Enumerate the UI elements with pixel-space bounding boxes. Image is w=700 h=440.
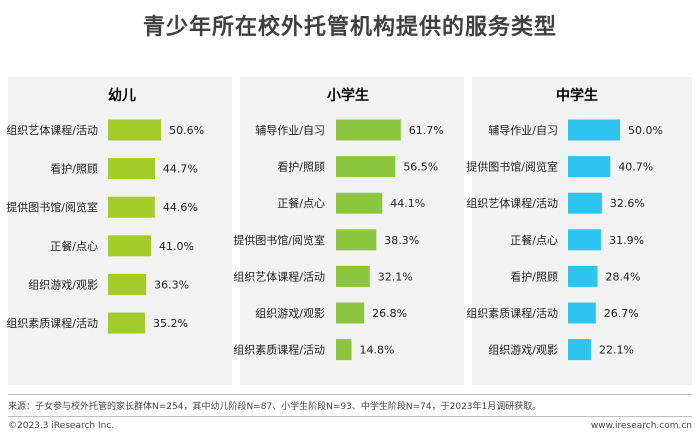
source-note: 来源：子女参与校外托管的家长群体N=254，其中幼儿阶段N=87、小学生阶段N=… (8, 402, 542, 412)
category-label-primary-0: 辅导作业/自习 (255, 123, 325, 137)
category-label-kindergarten-5: 组织素质课程/活动 (6, 316, 98, 330)
category-label-primary-5: 组织游戏/观影 (255, 306, 325, 320)
value-label-middle-0: 50.0% (628, 124, 663, 137)
category-label-kindergarten-3: 正餐/点心 (50, 239, 98, 253)
category-label-kindergarten-2: 提供图书馆/阅览室 (6, 200, 98, 214)
value-label-primary-5: 26.8% (372, 307, 407, 320)
value-label-kindergarten-1: 44.7% (163, 163, 198, 176)
value-label-middle-6: 22.1% (599, 344, 634, 357)
value-label-middle-1: 40.7% (618, 161, 653, 174)
footer-divider-top (8, 394, 692, 395)
bar-kindergarten-4 (108, 273, 147, 295)
category-label-primary-4: 组织艺体课程/活动 (233, 269, 325, 283)
value-label-middle-4: 28.4% (606, 270, 641, 283)
page-title: 青少年所在校外托管机构提供的服务类型 (142, 15, 557, 40)
category-label-middle-4: 看护/照顾 (510, 269, 558, 283)
value-label-kindergarten-5: 35.2% (153, 317, 188, 330)
bar-primary-0 (336, 119, 401, 141)
bar-middle-2 (568, 192, 602, 214)
bar-middle-6 (568, 339, 591, 361)
value-label-primary-0: 61.7% (409, 124, 444, 137)
category-label-middle-0: 辅导作业/自习 (488, 123, 558, 137)
bar-primary-1 (336, 156, 396, 178)
bar-primary-5 (336, 302, 365, 324)
value-label-kindergarten-2: 44.6% (163, 201, 198, 214)
copyright: ©2023.3 iResearch Inc. (8, 421, 115, 431)
value-label-middle-3: 31.9% (609, 234, 644, 247)
value-label-kindergarten-4: 36.3% (154, 278, 189, 291)
category-label-primary-3: 提供图书馆/阅览室 (233, 233, 325, 247)
category-label-kindergarten-4: 组织游戏/观影 (28, 277, 98, 291)
value-label-middle-5: 26.7% (604, 307, 639, 320)
category-label-middle-6: 组织游戏/观影 (488, 343, 558, 357)
bar-middle-0 (568, 119, 620, 141)
category-label-middle-2: 组织艺体课程/活动 (466, 196, 558, 210)
value-label-primary-1: 56.5% (403, 161, 438, 174)
bar-middle-1 (568, 156, 611, 178)
website: www.iresearch.com.cn (590, 421, 692, 431)
value-label-middle-2: 32.6% (610, 197, 645, 210)
category-label-kindergarten-0: 组织艺体课程/活动 (6, 123, 98, 137)
value-label-primary-3: 38.3% (384, 234, 419, 247)
value-label-primary-2: 44.1% (390, 197, 425, 210)
category-label-middle-5: 组织素质课程/活动 (466, 306, 558, 320)
category-label-middle-3: 正餐/点心 (510, 233, 558, 247)
category-label-primary-1: 看护/照顾 (277, 160, 325, 174)
bar-kindergarten-2 (108, 196, 155, 218)
category-label-kindergarten-1: 看护/照顾 (50, 162, 98, 176)
bar-primary-3 (336, 229, 377, 251)
panel-title-kindergarten: 幼儿 (108, 88, 136, 104)
bar-primary-6 (336, 339, 352, 361)
footer-divider-bottom (8, 416, 692, 417)
panel-title-primary: 小学生 (327, 88, 369, 104)
value-label-kindergarten-0: 50.6% (169, 124, 204, 137)
category-label-primary-2: 正餐/点心 (277, 196, 325, 210)
value-label-kindergarten-3: 41.0% (159, 240, 194, 253)
bar-middle-3 (568, 229, 602, 251)
bar-kindergarten-0 (108, 119, 162, 141)
value-label-primary-4: 32.1% (378, 270, 413, 283)
bar-primary-4 (336, 265, 370, 287)
category-label-primary-6: 组织素质课程/活动 (233, 343, 325, 357)
bar-kindergarten-5 (108, 312, 145, 334)
panel-title-middle: 中学生 (556, 88, 598, 104)
category-label-middle-1: 提供图书馆/阅览室 (466, 160, 558, 174)
bar-middle-4 (568, 265, 598, 287)
bar-kindergarten-1 (108, 158, 155, 180)
value-label-primary-6: 14.8% (360, 344, 395, 357)
bar-primary-2 (336, 192, 383, 214)
bar-kindergarten-3 (108, 235, 152, 257)
bar-middle-5 (568, 302, 596, 324)
